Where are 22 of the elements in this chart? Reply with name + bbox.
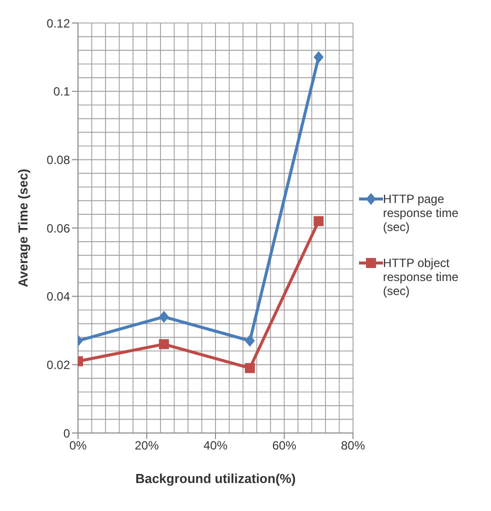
point — [158, 339, 169, 350]
y-tick-label: 0.08 — [46, 152, 70, 167]
x-tick-label: 0% — [69, 438, 87, 453]
x-tick-label: 20% — [134, 438, 160, 453]
y-axis-title: Average Time (sec) — [16, 168, 31, 288]
point — [314, 51, 324, 64]
y-tick-label: 0.02 — [46, 358, 70, 372]
point — [314, 216, 324, 226]
point — [244, 334, 255, 347]
point — [158, 310, 169, 323]
legend-label: HTTP object response time (sec) — [383, 256, 460, 298]
y-tick-label: 0.06 — [46, 221, 70, 236]
legend-label: HTTP page response time (sec) — [383, 192, 460, 234]
x-tick-label: 40% — [203, 438, 228, 453]
y-tick-label: 0.04 — [46, 290, 70, 304]
y-tick-label: 0.1 — [53, 84, 70, 99]
point — [244, 363, 255, 374]
x-tick-label: 80% — [340, 438, 366, 453]
y-tick-label: 0.12 — [46, 16, 70, 30]
x-axis-title: Background utilization(%) — [135, 471, 296, 486]
x-tick-label: 60% — [272, 438, 297, 453]
y-tick-label: 0 — [63, 426, 70, 440]
